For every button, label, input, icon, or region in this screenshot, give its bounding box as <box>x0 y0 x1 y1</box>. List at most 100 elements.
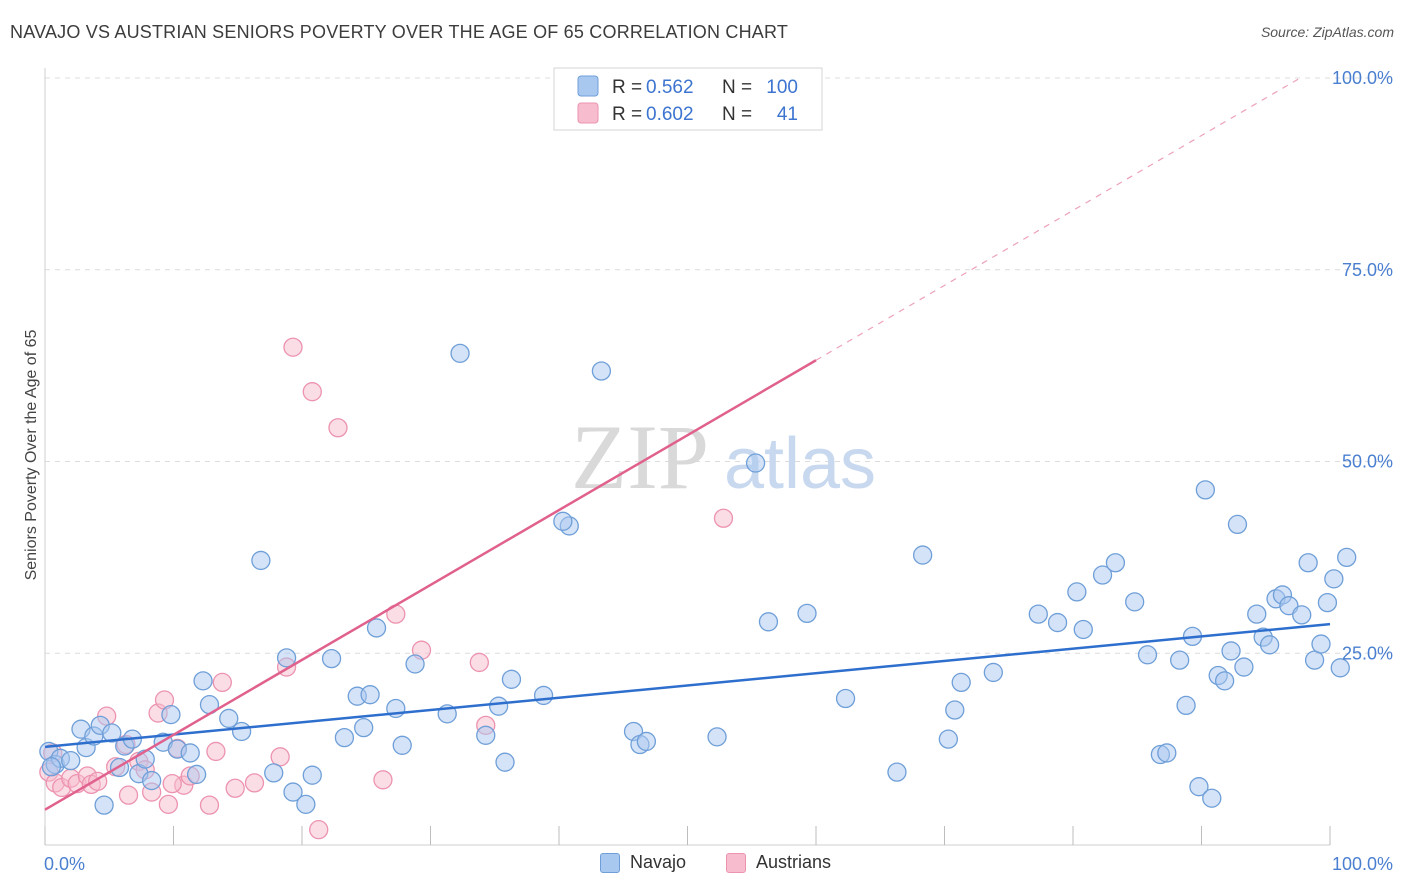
navajo-point <box>758 612 779 632</box>
navajo-point <box>1234 657 1254 677</box>
austrians-point <box>302 382 322 402</box>
navajo-point <box>1170 650 1190 670</box>
navajo-point <box>1137 645 1158 665</box>
legend-item-austrians[interactable]: Austrians <box>726 852 831 873</box>
austrians-point <box>283 337 303 357</box>
austrians-trend-line <box>44 359 817 811</box>
navajo-point <box>219 708 239 729</box>
navajo-point <box>1047 612 1068 633</box>
navajo-point <box>264 763 284 783</box>
navajo-point <box>276 648 297 668</box>
navajo-point <box>1292 605 1312 625</box>
navajo-point <box>533 685 554 706</box>
austrians-trend-extension <box>815 77 1301 361</box>
navajo-point <box>186 764 207 785</box>
navajo-point <box>1189 777 1209 797</box>
source-label: Source: ZipAtlas.com <box>1260 24 1394 40</box>
navajo-point <box>366 618 387 638</box>
y-tick-label: 100.0% <box>1332 68 1393 88</box>
navajo-point <box>495 752 515 772</box>
navajo-point <box>135 749 155 769</box>
legend-r-label-navajo: R = <box>612 77 642 98</box>
austrians-point <box>199 795 220 815</box>
navajo-point <box>1067 582 1087 602</box>
navajo-point <box>707 727 727 747</box>
legend-swatch-navajo <box>577 75 599 97</box>
navajo-point <box>1028 604 1048 624</box>
trend-lines <box>44 77 1331 811</box>
navajo-point <box>1105 553 1126 573</box>
grid-lines <box>45 77 1392 654</box>
navajo-point <box>61 750 81 771</box>
navajo-point <box>354 717 374 738</box>
chart-title: NAVAJO VS AUSTRIAN SENIORS POVERTY OVER … <box>10 22 789 42</box>
legend-r-label-austrians: R = <box>612 104 642 125</box>
navajo-point <box>231 721 252 742</box>
navajo-point <box>321 648 342 669</box>
legend-n-navajo: 100 <box>766 77 798 98</box>
series-legend: Navajo Austrians <box>0 852 1406 878</box>
navajo-point <box>591 361 612 381</box>
watermark-zip: ZIP <box>571 406 709 508</box>
navajo-point <box>94 795 114 815</box>
navajo-point <box>302 765 322 785</box>
austrians-point <box>162 773 182 794</box>
austrians-point <box>118 785 139 805</box>
austrians-point <box>713 508 734 528</box>
austrians-point <box>328 418 348 438</box>
navajo-point <box>1073 619 1093 640</box>
navajo-point <box>1092 565 1113 585</box>
navajo-point <box>1311 634 1331 654</box>
navajo-point <box>193 671 213 691</box>
navajo-point <box>1337 547 1357 568</box>
navajo-point <box>1214 671 1235 691</box>
austrians-point <box>373 770 393 790</box>
legend-label-austrians: Austrians <box>756 852 832 872</box>
navajo-point <box>938 729 959 749</box>
navajo-point <box>251 550 271 571</box>
navajo-point <box>887 762 907 782</box>
navajo-point <box>488 696 509 716</box>
navajo-point <box>1157 743 1177 763</box>
navajo-point <box>636 731 657 752</box>
navajo-point <box>1176 695 1196 716</box>
austrians-point <box>244 773 265 793</box>
navajo-point <box>334 727 355 748</box>
navajo-trend-line <box>44 622 1331 749</box>
y-tick-label: 50.0% <box>1342 452 1393 472</box>
austrians-point <box>469 652 489 673</box>
navajo-point <box>296 794 316 814</box>
navajo-point <box>1202 788 1222 808</box>
navajo-point <box>951 672 971 693</box>
navajo-point <box>1298 553 1318 573</box>
navajo-point <box>180 743 200 763</box>
navajo-point <box>501 669 522 689</box>
navajo-point <box>360 685 380 705</box>
legend-n-austrians: 41 <box>777 104 798 125</box>
navajo-point <box>913 545 933 565</box>
navajo-point <box>283 782 303 802</box>
series-navajo-points <box>39 343 1357 815</box>
legend-item-navajo[interactable]: Navajo <box>600 852 686 873</box>
navajo-point <box>797 603 817 624</box>
navajo-point <box>1259 635 1280 655</box>
y-tick-label: 75.0% <box>1342 260 1393 280</box>
austrians-point <box>225 778 245 798</box>
navajo-point <box>1317 592 1338 613</box>
navajo-point <box>1247 604 1267 624</box>
navajo-point <box>1330 658 1350 678</box>
legend-marker-austrians <box>726 852 746 873</box>
navajo-point <box>161 704 181 725</box>
navajo-point <box>476 725 496 745</box>
navajo-point <box>41 757 62 777</box>
navajo-point <box>1221 641 1241 661</box>
austrians-point <box>158 794 179 814</box>
navajo-point <box>1304 650 1325 670</box>
navajo-point <box>1125 592 1145 612</box>
y-tick-label: 25.0% <box>1342 643 1393 663</box>
navajo-point <box>1227 514 1248 535</box>
navajo-point <box>945 700 965 720</box>
navajo-point <box>102 723 122 743</box>
navajo-point <box>142 770 162 791</box>
navajo-point <box>1195 480 1216 500</box>
